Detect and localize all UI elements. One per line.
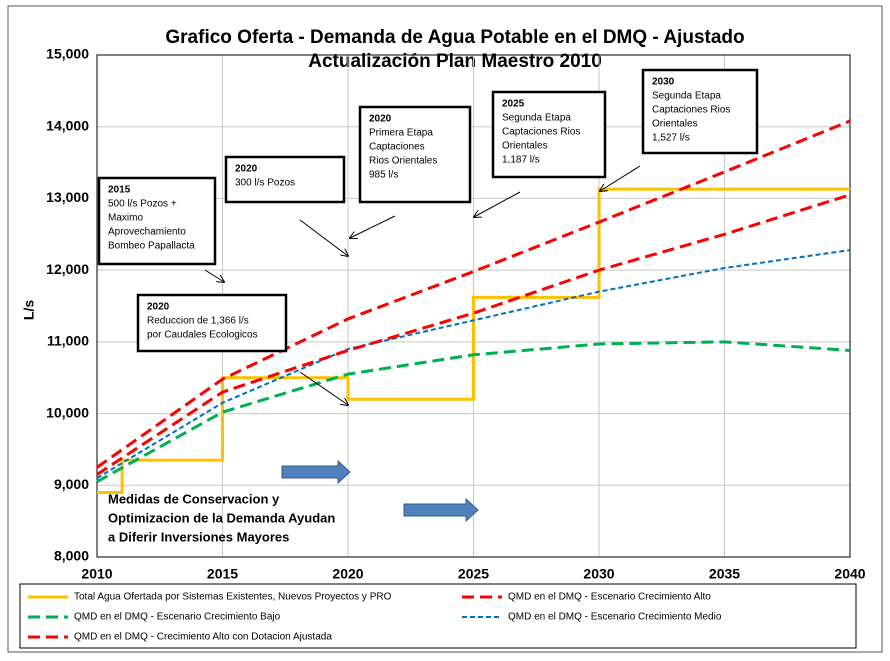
legend-label: Total Agua Ofertada por Sistemas Existen… [74, 592, 392, 603]
legend-label: QMD en el DMQ - Escenario Crecimiento Al… [508, 592, 711, 603]
legend-box [19, 583, 857, 649]
y-tick-label: 8,000 [54, 548, 89, 564]
annotation-text: Primera Etapa [369, 128, 433, 139]
note-text: Optimizacion de la Demanda Ayudan [108, 510, 335, 525]
annotation-text: Orientales [652, 119, 698, 130]
annotation-box [224, 155, 346, 204]
y-tick-label: 11,000 [47, 333, 89, 349]
x-tick-label: 2020 [332, 566, 363, 582]
annotation-text: Captaciones Rios [652, 105, 730, 116]
annotation-arrow [600, 165, 641, 191]
annotation-box [97, 176, 217, 266]
x-tick-label: 2015 [207, 566, 238, 582]
annotation-text: por Caudales Ecologicos [147, 330, 258, 341]
annotation-text: Segunda Etapa [652, 91, 721, 102]
legend-label: QMD en el DMQ - Escenario Crecimiento Ba… [74, 612, 281, 623]
plot-border [96, 54, 851, 558]
annotation-text: 2030 [652, 77, 675, 88]
annotation-text: Bombeo Papallacta [108, 241, 195, 252]
annotation-text: 2015 [108, 185, 131, 196]
series-line [96, 193, 851, 476]
y-tick-label: 15,000 [46, 46, 89, 62]
chart-title: Grafico Oferta - Demanda de Agua Potable… [165, 27, 744, 48]
legend-label: QMD en el DMQ - Escenario Crecimiento Me… [508, 612, 722, 623]
annotation-text: 1,527 l/s [652, 133, 690, 144]
y-tick-label: 13,000 [46, 189, 89, 205]
annotation-text: 985 l/s [369, 170, 398, 181]
annotation-box [491, 90, 607, 179]
annotation-box [358, 105, 472, 204]
annotation-text: 2020 [369, 114, 392, 125]
chart-subtitle: Actualización Plan Maestro 2010 [308, 51, 602, 72]
x-tick-label: 2010 [81, 566, 112, 582]
x-tick-label: 2035 [709, 566, 740, 582]
annotation-text: 2025 [502, 99, 525, 110]
annotation-text: Orientales [502, 141, 548, 152]
annotation-arrow [474, 191, 521, 217]
legend-label: QMD en el DMQ - Crecimiento Alto con Dot… [74, 632, 332, 643]
annotation-text: Aprovechamiento [108, 227, 186, 238]
x-tick-label: 2030 [583, 566, 614, 582]
series-line [97, 187, 850, 494]
y-axis-label: L/s [21, 300, 37, 320]
annotation-text: Segunda Etapa [502, 113, 571, 124]
series-line [96, 340, 851, 484]
annotation-text: 500 l/s Pozos + [108, 199, 177, 210]
annotation-arrow [350, 215, 396, 238]
x-tick-label: 2040 [834, 566, 865, 582]
series-line [96, 119, 851, 469]
frame [7, 5, 883, 653]
y-tick-label: 10,000 [46, 404, 89, 420]
annotation-text: Captaciones [369, 142, 425, 153]
annotation-text: 2020 [235, 164, 258, 175]
annotation-text: Maximo [108, 213, 143, 224]
annotation-text: 2020 [147, 302, 170, 313]
annotation-box [641, 68, 759, 155]
annotation-arrow [299, 371, 348, 405]
note-text: a Diferir Inversiones Mayores [108, 529, 289, 544]
annotation-arrow [204, 269, 224, 282]
blue-arrow [403, 497, 479, 523]
y-tick-label: 9,000 [54, 476, 89, 492]
annotation-box [136, 293, 288, 353]
annotation-text: Captaciones Rios [502, 127, 580, 138]
annotation-text: 300 l/s Pozos [235, 178, 295, 189]
note-text: Medidas de Conservacion y [108, 491, 280, 506]
y-tick-label: 14,000 [46, 117, 89, 133]
annotation-text: Rios Orientales [369, 156, 437, 167]
series-line [96, 249, 851, 479]
annotation-text: Reduccion de 1,366 l/s [147, 316, 249, 327]
annotation-text: 1,187 l/s [502, 155, 540, 166]
blue-arrow [281, 459, 351, 485]
y-tick-label: 12,000 [46, 261, 89, 277]
x-tick-label: 2025 [458, 566, 489, 582]
annotation-arrow [299, 219, 348, 256]
